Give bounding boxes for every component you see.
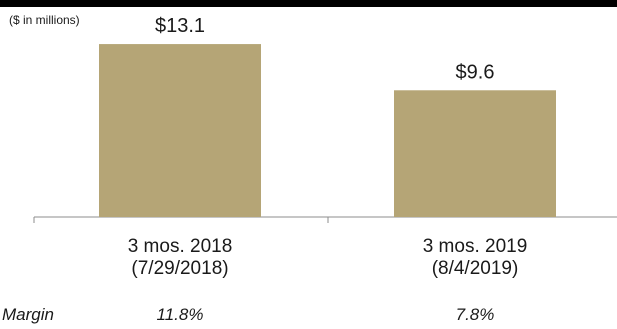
category-label-2019: 3 mos. 2019 (8/4/2019) bbox=[365, 236, 585, 280]
units-label: ($ in millions) bbox=[9, 13, 80, 27]
data-label-1: $9.6 bbox=[456, 61, 495, 83]
top-bar bbox=[0, 0, 617, 7]
bar-0 bbox=[99, 44, 261, 217]
category-label-2018: 3 mos. 2018 (7/29/2018) bbox=[70, 236, 290, 280]
category-label-line1: 3 mos. 2018 bbox=[127, 236, 233, 257]
category-label-line1: 3 mos. 2019 bbox=[422, 236, 528, 257]
data-label-0: $13.1 bbox=[155, 15, 205, 37]
margin-value-2019: 7.8% bbox=[455, 305, 495, 324]
category-label-line2: (7/29/2018) bbox=[131, 258, 229, 279]
category-label-line2: (8/4/2019) bbox=[431, 258, 519, 279]
margin-label: Margin bbox=[2, 305, 54, 324]
margin-value-2018: 11.8% bbox=[156, 305, 204, 324]
bar-1 bbox=[394, 90, 556, 217]
